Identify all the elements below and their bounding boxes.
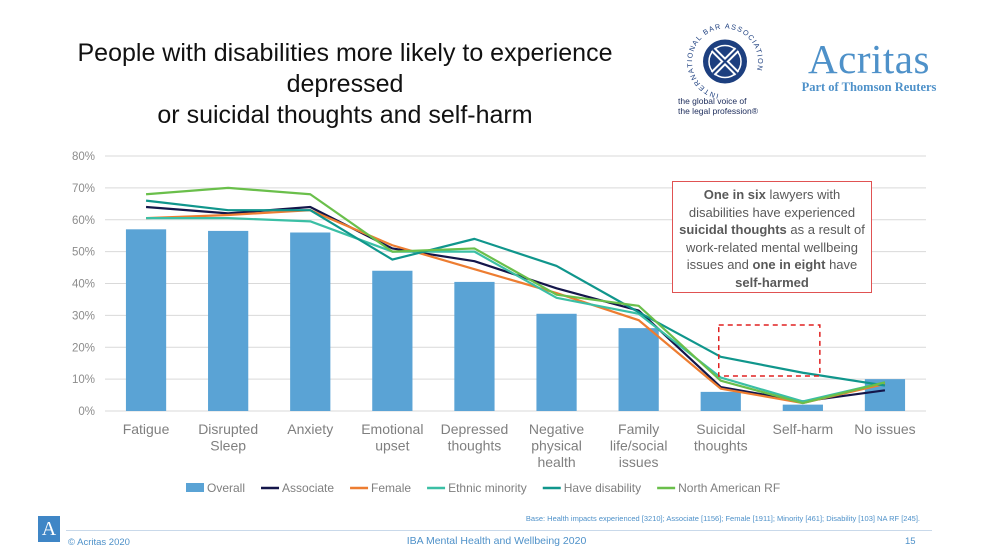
page-number: 15 bbox=[905, 536, 916, 547]
x-tick-label: health bbox=[537, 454, 575, 470]
x-tick-label: Sleep bbox=[210, 438, 246, 454]
y-tick-label: 80% bbox=[72, 151, 95, 163]
x-tick-label: upset bbox=[375, 438, 409, 454]
bar-overall bbox=[536, 313, 577, 411]
bar-overall bbox=[618, 328, 659, 411]
y-tick-label: 10% bbox=[72, 374, 95, 386]
y-tick-label: 50% bbox=[72, 247, 95, 259]
bar-overall bbox=[125, 229, 167, 411]
callout-text-4: as a result of work-related mental wellb… bbox=[686, 222, 865, 272]
acritas-footer-logo: A bbox=[38, 516, 60, 542]
callout-text-2: lawyers with disabilities have experienc… bbox=[688, 187, 856, 220]
y-tick-label: 30% bbox=[72, 310, 95, 322]
highlight-box bbox=[718, 324, 821, 377]
title-line-1: People with disabilities more likely to … bbox=[77, 39, 613, 98]
x-tick-label: thoughts bbox=[694, 438, 748, 454]
bar-overall bbox=[290, 232, 331, 411]
base-note: Base: Health impacts experienced [3210];… bbox=[525, 514, 920, 523]
x-tick-label: Emotional bbox=[361, 421, 423, 437]
x-tick-label: Family bbox=[618, 421, 659, 437]
legend-label: Overall bbox=[207, 481, 245, 495]
bar-overall bbox=[782, 404, 823, 411]
x-tick-label: physical bbox=[531, 438, 582, 454]
x-tick-label: issues bbox=[619, 454, 659, 470]
report-name: IBA Mental Health and Wellbeing 2020 bbox=[406, 535, 587, 547]
iba-tagline-line-1: the global voice of bbox=[678, 96, 747, 106]
legend-label: Associate bbox=[282, 481, 334, 495]
bar-overall bbox=[700, 391, 741, 411]
title-line-2: or suicidal thoughts and self-harm bbox=[157, 101, 533, 129]
x-tick-label: life/social bbox=[610, 438, 668, 454]
x-tick-label: Anxiety bbox=[287, 421, 333, 437]
x-tick-label: Disrupted bbox=[198, 421, 258, 437]
legend-label: Have disability bbox=[564, 481, 641, 495]
bar-overall bbox=[208, 230, 249, 411]
callout-box: One in six lawyers with disabilities hav… bbox=[672, 181, 872, 293]
iba-tagline: the global voice of the legal profession… bbox=[678, 96, 778, 116]
iba-tagline-line-2: the legal profession® bbox=[678, 106, 758, 116]
y-tick-label: 60% bbox=[72, 215, 95, 227]
x-tick-label: thoughts bbox=[448, 438, 502, 454]
x-tick-label: No issues bbox=[854, 421, 915, 437]
x-tick-label: Fatigue bbox=[123, 421, 170, 437]
callout-text-6: have bbox=[825, 257, 858, 272]
legend-swatch bbox=[186, 483, 204, 492]
callout-text-5: one in eight bbox=[752, 257, 826, 272]
line-series bbox=[145, 199, 886, 387]
footer-divider bbox=[66, 530, 932, 531]
bar-overall bbox=[372, 270, 413, 411]
acritas-subtitle: Part of Thomson Reuters bbox=[801, 80, 937, 94]
acritas-name: Acritas bbox=[808, 36, 930, 82]
legend-label: North American RF bbox=[678, 481, 780, 495]
iba-logo: INTERNATIONAL BAR ASSOCIATION bbox=[685, 21, 764, 100]
x-tick-label: Self-harm bbox=[773, 421, 834, 437]
copyright: © Acritas 2020 bbox=[68, 537, 130, 548]
acritas-logo: Acritas Part of Thomson Reuters bbox=[796, 38, 942, 94]
y-tick-label: 0% bbox=[78, 406, 95, 418]
legend-label: Female bbox=[371, 481, 411, 495]
callout-text-3: suicidal thoughts bbox=[679, 222, 787, 237]
line-series bbox=[146, 209, 886, 405]
x-tick-label: Negative bbox=[529, 421, 584, 437]
line-series bbox=[146, 217, 886, 403]
legend-label: Ethnic minority bbox=[448, 481, 527, 495]
x-tick-label: Suicidal bbox=[696, 421, 745, 437]
callout-text-1: One in six bbox=[703, 187, 766, 202]
page-title: People with disabilities more likely to … bbox=[20, 38, 670, 131]
callout-text-7: self-harmed bbox=[735, 274, 809, 290]
line-series bbox=[145, 186, 886, 405]
x-tick-label: Depressed bbox=[441, 421, 509, 437]
y-tick-label: 70% bbox=[72, 183, 95, 195]
y-tick-label: 40% bbox=[72, 279, 95, 291]
y-tick-label: 20% bbox=[72, 342, 95, 354]
bar-overall bbox=[454, 281, 495, 411]
